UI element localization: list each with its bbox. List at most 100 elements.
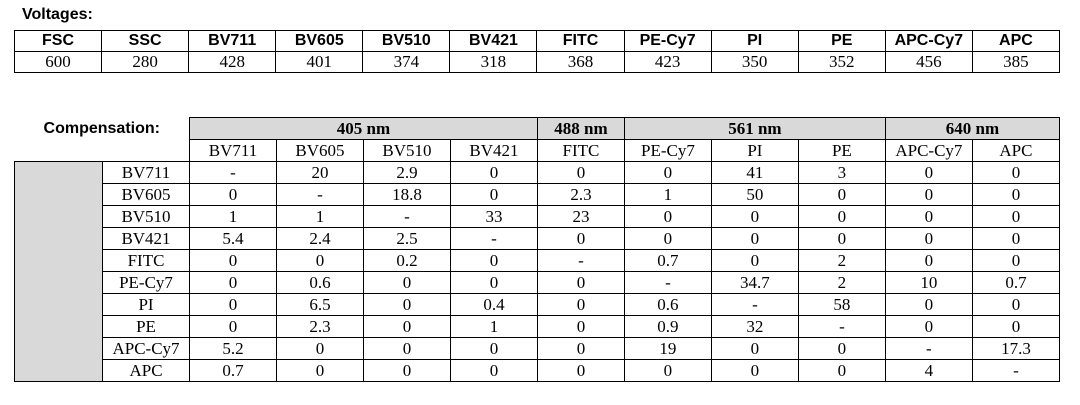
compensation-value: - <box>710 293 799 316</box>
compensation-value: 0 <box>449 249 538 272</box>
compensation-value: 0 <box>623 227 712 250</box>
compensation-value: 0 <box>797 359 886 382</box>
compensation-value: 0 <box>362 293 451 316</box>
compensation-value: 1 <box>449 315 538 338</box>
compensation-value: 10 <box>884 271 973 294</box>
laser-header: 405 nm <box>189 117 538 140</box>
data-row: PE 0 2.3 0 1 0 0.9 32-0 0 <box>15 315 1061 338</box>
compensation-value: 0 <box>971 315 1061 338</box>
data-row: PI 0 6.5 0 0.4 0 0.6-58 0 0 <box>15 293 1061 316</box>
compensation-table: Compensation: 405 nm 488 nm 561 nm 640 nm BV7… <box>14 117 1061 382</box>
compensation-value: 0 <box>536 227 625 250</box>
compensation-value: 5.4 <box>189 227 277 250</box>
channel-header: PE-Cy7 <box>623 139 712 162</box>
compensation-value: 0 <box>884 293 973 316</box>
compensation-value: - <box>536 249 625 272</box>
channel-header: SSC <box>101 30 190 52</box>
compensation-value: 32 <box>710 315 799 338</box>
voltage-value: 374 <box>362 51 451 73</box>
compensation-value: 0 <box>536 359 625 382</box>
row-label: PE-Cy7 <box>101 271 191 294</box>
compensation-value: 58 <box>797 293 886 316</box>
compensation-value: 0 <box>449 183 538 206</box>
compensation-value: 0 <box>189 249 277 272</box>
compensation-value: 0 <box>710 205 799 228</box>
data-row: PE-Cy7 0 0.6 0 0 0-34.7 2 10 0.7 <box>15 271 1061 294</box>
channel-header: PE <box>797 30 886 52</box>
compensation-value: 23 <box>536 205 625 228</box>
compensation-value: - <box>971 359 1061 382</box>
compensation-value: 0 <box>710 227 799 250</box>
compensation-value: 0 <box>623 161 712 184</box>
compensation-value: 0 <box>971 161 1061 184</box>
voltage-value: 280 <box>101 51 190 73</box>
channel-header: APC-Cy7 <box>884 139 973 162</box>
compensation-value: 0.4 <box>449 293 538 316</box>
compensation-value: 0.6 <box>623 293 712 316</box>
compensation-value: 0 <box>276 359 364 382</box>
laser-header: 488 nm <box>536 117 625 140</box>
channel-header: BV711 <box>189 139 277 162</box>
voltage-value: 350 <box>710 51 799 73</box>
compensation-value: 0.7 <box>623 249 712 272</box>
voltage-table: FSC SSC BV711 BV605 BV510 BV421 FITC PE-Cy7 PI PE… <box>13 30 1061 73</box>
compensation-value: - <box>884 337 973 360</box>
compensation-value: - <box>189 161 277 184</box>
group-row: Compensation: 405 nm 488 nm 561 nm 640 nm <box>15 117 1061 140</box>
channel-header: FSC <box>13 30 103 52</box>
data-row: BV711-20 2.9 0 0 0 41 3 0 0 <box>14 161 1061 382</box>
compensation-value: 0.6 <box>276 271 364 294</box>
compensation-value: 1 <box>623 183 712 206</box>
compensation-value: - <box>276 183 364 206</box>
compensation-value: 0 <box>362 359 451 382</box>
row-label: APC <box>101 359 191 382</box>
compensation-value: 0 <box>884 183 973 206</box>
voltage-value: 423 <box>623 51 712 73</box>
row-label: APC-Cy7 <box>101 337 191 360</box>
channel-header: FITC <box>536 30 625 52</box>
row-label: PE <box>101 315 191 338</box>
compensation-value: 0 <box>189 315 277 338</box>
compensation-value: 0 <box>797 337 886 360</box>
value-row: 600 280 428 401 374 318 368 423 350 352 456 385 <box>13 51 1061 73</box>
row-label: FITC <box>101 249 191 272</box>
compensation-value: 50 <box>710 183 799 206</box>
compensation-value: 34.7 <box>710 271 799 294</box>
compensation-value: 2.3 <box>276 315 364 338</box>
channel-header: APC <box>971 30 1061 52</box>
spacer <box>15 140 190 162</box>
compensation-value: 2 <box>797 249 886 272</box>
compensation-value: 0 <box>362 271 451 294</box>
compensation-value: 5.2 <box>189 337 277 360</box>
channel-header: PE <box>797 139 886 162</box>
compensation-value: 0 <box>449 161 538 184</box>
voltage-value: 456 <box>884 51 973 73</box>
row-label: BV605 <box>101 183 191 206</box>
channel-header: BV421 <box>449 30 538 52</box>
compensation-value: 0 <box>797 227 886 250</box>
data-row: APC 0.7 0 0 0 0 0 0 0 4- <box>15 359 1061 382</box>
compensation-value: 0 <box>710 249 799 272</box>
data-row: BV510 1 1-33 23 0 0 0 0 0 <box>15 205 1061 228</box>
compensation-value: 0 <box>362 337 451 360</box>
data-row: APC-Cy7 5.2 0 0 0 0 19 0 0-17.3 <box>15 337 1061 360</box>
compensation-value: 0 <box>276 249 364 272</box>
compensation-value: 0 <box>971 183 1061 206</box>
compensation-value: 41 <box>710 161 799 184</box>
voltage-value: 368 <box>536 51 625 73</box>
compensation-value: 0 <box>623 205 712 228</box>
compensation-value: - <box>797 315 886 338</box>
channel-header: BV605 <box>275 30 364 52</box>
compensation-value: 0 <box>884 227 973 250</box>
compensation-value: 0 <box>536 161 625 184</box>
compensation-value: 0 <box>189 293 277 316</box>
compensation-value: 3 <box>797 161 886 184</box>
compensation-value: 0 <box>971 293 1061 316</box>
compensation-value: 0.7 <box>971 271 1061 294</box>
compensation-value: 33 <box>449 205 538 228</box>
section-label: Voltages: <box>22 6 93 23</box>
compensation-value: 17.3 <box>971 337 1061 360</box>
row-label: BV711 <box>101 161 191 184</box>
compensation-value: 0.2 <box>362 249 451 272</box>
voltage-value: 401 <box>275 51 364 73</box>
